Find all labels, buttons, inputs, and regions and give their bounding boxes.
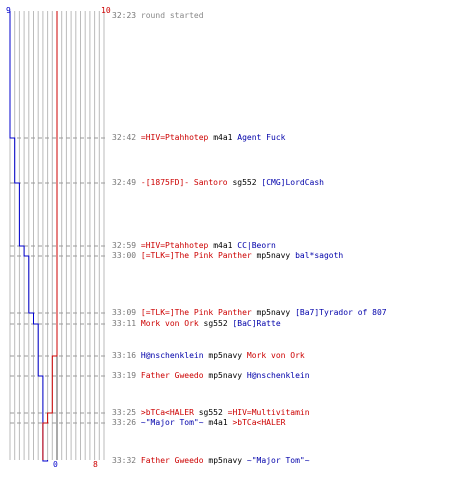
event-time: 33:16 (112, 351, 137, 360)
event-row: 32:42 =HIV=Ptahhotep m4a1 Agent Fuck (112, 133, 285, 143)
event-row: 32:23 round started (112, 11, 204, 21)
killer-name: ~"Major Tom"~ (140, 418, 204, 427)
event-row: 33:16 H@nschenklein mp5navy Mork von Ork (112, 351, 305, 361)
event-time: 32:59 (112, 241, 137, 250)
weapon-name: m4a1 (208, 418, 228, 427)
event-time: 33:32 (112, 456, 137, 465)
weapon-name: mp5navy (208, 351, 243, 360)
blue-end-count: 0 (53, 460, 58, 469)
killer-name: =HIV=Ptahhotep (140, 133, 209, 142)
victim-name: [CMG]LordCash (261, 178, 324, 187)
event-time: 32:49 (112, 178, 137, 187)
killer-name: H@nschenklein (140, 351, 204, 360)
victim-name: Agent Fuck (237, 133, 286, 142)
event-row: 32:59 =HIV=Ptahhotep m4a1 CC|Beorn (112, 241, 276, 251)
event-time: 33:25 (112, 408, 137, 417)
blue-start-count: 9 (6, 6, 11, 15)
killer-name: [=TLK=]The Pink Panther (140, 308, 252, 317)
victim-name: ~"Major Tom"~ (246, 456, 310, 465)
weapon-name: m4a1 (213, 241, 233, 250)
weapon-name: mp5navy (208, 371, 243, 380)
event-text: round started (140, 11, 204, 20)
event-row: 33:32 Father Gweedo mp5navy ~"Major Tom"… (112, 456, 310, 466)
event-time: 32:23 (112, 11, 137, 20)
event-row: 33:09 [=TLK=]The Pink Panther mp5navy [B… (112, 308, 387, 318)
event-row: 33:00 [=TLK=]The Pink Panther mp5navy ba… (112, 251, 343, 261)
event-row: 33:25 >bTCa<HALER sg552 =HIV=Multivitami… (112, 408, 310, 418)
victim-name: >bTCa<HALER (232, 418, 286, 427)
killer-name: Father Gweedo (140, 456, 204, 465)
event-dash-lines (10, 137, 108, 424)
victim-name: [BaC]Ratte (232, 319, 281, 328)
victim-name: H@nschenklein (246, 371, 310, 380)
event-row: 33:26 ~"Major Tom"~ m4a1 >bTCa<HALER (112, 418, 285, 428)
weapon-name: mp5navy (208, 456, 243, 465)
event-row: 32:49 -[1875FD]- Santoro sg552 [CMG]Lord… (112, 178, 324, 188)
red-start-count: 10 (101, 6, 111, 15)
victim-name: Mork von Ork (246, 351, 305, 360)
red-team-alive-line (42, 11, 58, 460)
event-row: 33:19 Father Gweedo mp5navy H@nschenklei… (112, 371, 310, 381)
blue-team-alive-line (9, 11, 49, 462)
victim-name: CC|Beorn (237, 241, 276, 250)
event-time: 33:19 (112, 371, 137, 380)
killer-name: -[1875FD]- Santoro (140, 178, 228, 187)
killer-name: =HIV=Ptahhotep (140, 241, 209, 250)
weapon-name: sg552 (232, 178, 257, 187)
killer-name: >bTCa<HALER (140, 408, 194, 417)
weapon-name: sg552 (203, 319, 228, 328)
event-time: 33:26 (112, 418, 137, 427)
killer-name: Mork von Ork (140, 319, 199, 328)
weapon-name: mp5navy (256, 251, 291, 260)
event-row: 33:11 Mork von Ork sg552 [BaC]Ratte (112, 319, 281, 329)
red-end-count: 8 (93, 460, 98, 469)
event-time: 33:11 (112, 319, 137, 328)
victim-name: [Ba7]Tyrador of 807 (295, 308, 387, 317)
victim-name: =HIV=Multivitamin (227, 408, 310, 417)
weapon-name: m4a1 (213, 133, 233, 142)
killer-name: Father Gweedo (140, 371, 204, 380)
event-time: 32:42 (112, 133, 137, 142)
event-time: 33:00 (112, 251, 137, 260)
weapon-name: mp5navy (256, 308, 291, 317)
weapon-name: sg552 (198, 408, 223, 417)
event-time: 33:09 (112, 308, 137, 317)
victim-name: bal*sagoth (295, 251, 344, 260)
killer-name: [=TLK=]The Pink Panther (140, 251, 252, 260)
